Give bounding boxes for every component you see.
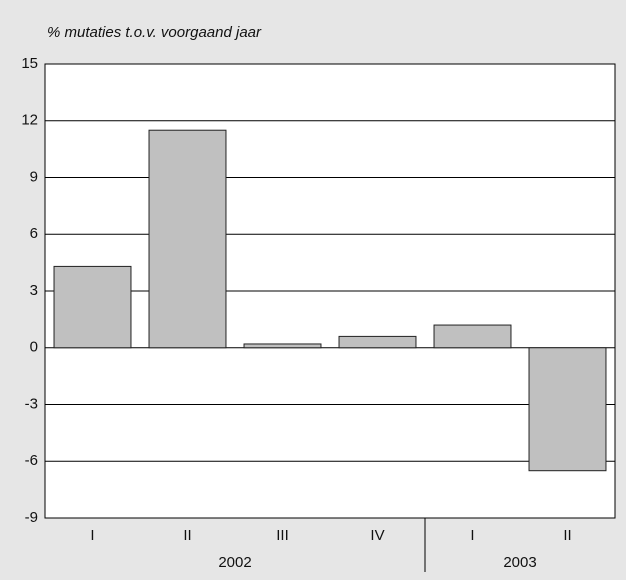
y-tick-label: 9 (30, 168, 38, 185)
plot-border (44, 63, 616, 519)
x-tick-label: IV (370, 527, 384, 544)
bar (338, 335, 417, 349)
x-tick-label: II (563, 527, 571, 544)
x-tick-label: I (470, 527, 474, 544)
y-tick-label: -9 (25, 509, 38, 526)
y-tick-label: 6 (30, 225, 38, 242)
y-tick-label: 3 (30, 282, 38, 299)
y-tick-label: 12 (21, 112, 38, 129)
x-tick-label: III (276, 527, 289, 544)
y-tick-label: 15 (21, 55, 38, 72)
bar (53, 265, 132, 349)
x-tick-label: I (90, 527, 94, 544)
bar (528, 347, 607, 472)
y-axis-label: % mutaties t.o.v. voorgaand jaar (47, 24, 262, 41)
x-group-label: 2003 (503, 554, 536, 571)
y-tick-label: 0 (30, 339, 38, 356)
x-tick-label: II (183, 527, 191, 544)
y-tick-label: -6 (25, 452, 38, 469)
x-group-label: 2002 (218, 554, 251, 571)
bar (243, 343, 322, 349)
bar (148, 129, 227, 349)
y-tick-label: -3 (25, 395, 38, 412)
bar (433, 324, 512, 349)
